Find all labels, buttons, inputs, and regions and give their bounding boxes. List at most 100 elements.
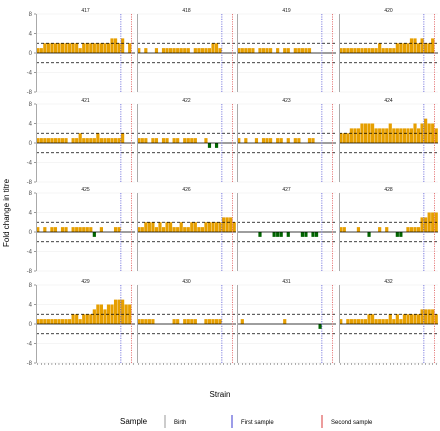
bar (434, 314, 438, 324)
bar (311, 232, 315, 237)
y-tick-label: 4 (29, 122, 33, 128)
bar (46, 43, 50, 53)
bar (46, 319, 50, 324)
bar (406, 314, 410, 324)
bar (117, 227, 121, 232)
bar (186, 138, 190, 143)
panel-425: 425 -8 -4 0 4 8 (27, 185, 135, 275)
y-tick-label: 8 (29, 191, 33, 197)
bar (272, 232, 276, 237)
panel-420: 420 (339, 6, 438, 93)
y-tick-label: -4 (27, 71, 33, 77)
bar (144, 222, 148, 232)
bar (399, 319, 403, 324)
bar (251, 48, 255, 53)
bar (204, 48, 208, 53)
bar (190, 222, 194, 232)
bar (413, 314, 417, 324)
y-tick-label: -8 (27, 361, 33, 367)
legend: Sample Birth First sample Second sample (120, 415, 373, 428)
bar (279, 138, 283, 143)
bar (117, 299, 121, 324)
x-axis-title: Strain (210, 390, 231, 399)
bar (360, 48, 364, 53)
bar (172, 138, 176, 143)
bar (60, 43, 65, 53)
bar (71, 227, 75, 232)
bar (286, 48, 290, 53)
bar (128, 304, 132, 324)
bar (314, 232, 319, 237)
bar (374, 48, 378, 53)
bar (427, 309, 431, 324)
panel-strip-label: 432 (384, 279, 393, 285)
bar (117, 43, 121, 53)
bar (53, 138, 58, 143)
bar (144, 319, 148, 324)
panel-strip (36, 96, 135, 104)
bar (99, 43, 104, 53)
bar (211, 43, 215, 53)
bar (154, 227, 159, 232)
bar (342, 227, 346, 232)
bar (103, 138, 107, 143)
bar (140, 227, 144, 232)
bar (89, 138, 93, 143)
bar (261, 138, 266, 143)
bar (420, 217, 424, 232)
bar (381, 48, 385, 53)
y-tick-label: 8 (29, 12, 33, 18)
bar (85, 138, 89, 143)
panel-strip-label: 427 (282, 187, 291, 193)
bar (413, 227, 417, 232)
bar (60, 227, 65, 232)
bar (356, 227, 361, 232)
bar (349, 319, 353, 324)
bar (283, 48, 287, 53)
bar (89, 227, 93, 232)
bar (388, 314, 392, 324)
y-tick-label: -8 (27, 269, 33, 275)
bar (128, 43, 132, 53)
bar (137, 319, 141, 324)
bar (346, 133, 350, 143)
bar (307, 138, 312, 143)
panel-strip-label: 424 (384, 98, 393, 104)
bar (99, 227, 104, 232)
panel-strip (36, 277, 135, 285)
bar (395, 43, 399, 53)
bar (385, 128, 389, 143)
legend-label: Birth (174, 420, 186, 426)
y-tick-label: 4 (29, 211, 33, 217)
bar (409, 314, 414, 324)
bar (165, 138, 169, 143)
bar (207, 143, 212, 148)
bar (353, 319, 357, 324)
bar (186, 48, 190, 53)
bar (106, 138, 111, 143)
panel-strip-label: 420 (384, 8, 393, 14)
bar (346, 48, 350, 53)
bar (214, 143, 219, 148)
bar (96, 43, 100, 53)
panel-428: 428 (339, 185, 438, 272)
bar (416, 314, 421, 324)
panel-strip (137, 185, 236, 193)
bar (237, 138, 241, 143)
bar (50, 138, 54, 143)
bar (360, 319, 364, 324)
bar (424, 309, 428, 324)
panel-429: 429 -8 -4 0 4 8 (27, 277, 135, 367)
bar (395, 314, 399, 324)
bar (261, 48, 266, 53)
bar (402, 128, 407, 143)
bar (39, 319, 43, 324)
bar (356, 128, 361, 143)
bar (304, 232, 308, 237)
bar (300, 232, 305, 237)
bar (106, 43, 111, 53)
y-tick-label: 0 (29, 141, 33, 147)
bar (367, 232, 371, 237)
bar (409, 227, 414, 232)
